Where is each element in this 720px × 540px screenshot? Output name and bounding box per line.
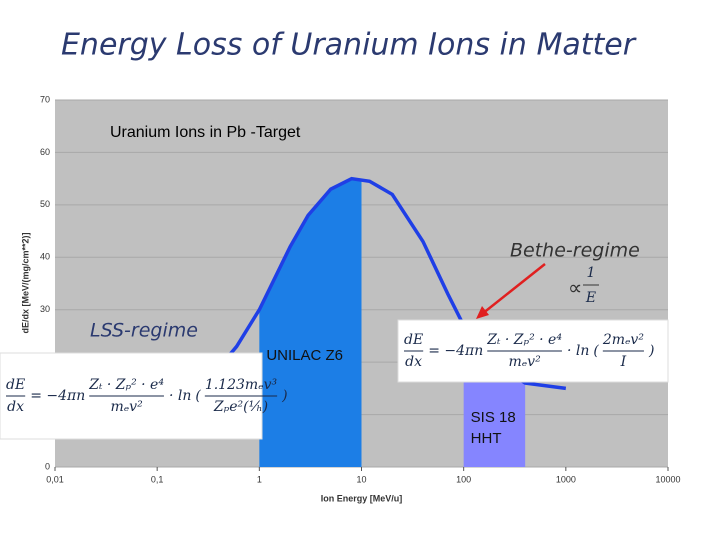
formula-text: = −4πn — [428, 343, 483, 359]
x-tick-label: 0,1 — [151, 474, 164, 484]
formula-den: mₑv² — [508, 354, 541, 370]
y-tick-label: 60 — [40, 147, 50, 157]
x-axis-title: Ion Energy [MeV/u] — [321, 493, 403, 503]
y-tick-label: 0 — [45, 461, 50, 471]
x-tick-label: 1 — [257, 474, 262, 484]
y-tick-label: 70 — [40, 94, 50, 104]
formula-den: mₑv² — [110, 399, 143, 415]
formula-num: dE — [6, 377, 25, 393]
y-axis-title: dE/dx [MeV/(mg/cm**2)] — [20, 232, 30, 333]
formula-den: dx — [405, 354, 422, 370]
arrow-head — [476, 306, 489, 319]
x-tick-label: 10 — [356, 474, 366, 484]
chart-title: Uranium Ions in Pb -Target — [110, 124, 301, 141]
formula-den: dx — [7, 399, 24, 415]
prop-sign: ∝ — [568, 277, 582, 299]
x-tick-label: 100 — [456, 474, 471, 484]
prop-num: 1 — [587, 265, 596, 281]
formula-text: · ln — [169, 388, 191, 404]
x-tick-label: 1000 — [556, 474, 576, 484]
formula-text: ) — [648, 343, 654, 359]
formula-den: Zₚe²(¹⁄ₕ) — [213, 399, 268, 415]
formula-num: Zₜ · Zₚ² · e⁴ — [486, 332, 562, 348]
y-tick-label: 40 — [40, 252, 50, 262]
formula-num: dE — [404, 332, 423, 348]
x-tick-label: 0,01 — [46, 474, 64, 484]
region — [259, 178, 362, 467]
formula-text: ( — [593, 343, 599, 359]
lss-label: LSS-regime — [90, 320, 198, 342]
bethe-label: Bethe-regime — [510, 240, 640, 262]
region-label: SIS 18 — [471, 409, 516, 426]
prop-den: E — [585, 290, 596, 306]
arrow — [481, 263, 546, 315]
formula-num: 1.123mₑv³ — [205, 377, 278, 393]
formula-text: ( — [195, 388, 201, 404]
region-label: HHT — [471, 430, 502, 447]
formula-text: · ln — [567, 343, 589, 359]
formula-num: Zₜ · Zₚ² · e⁴ — [88, 377, 164, 393]
y-tick-label: 30 — [40, 304, 50, 314]
slide-title: Energy Loss of Uranium Ions in Matter — [61, 28, 637, 63]
formula-num: 2mₑv² — [602, 332, 645, 348]
x-tick-label: 10000 — [655, 474, 680, 484]
region-label: UNILAC Z6 — [266, 347, 343, 364]
y-tick-label: 50 — [40, 199, 50, 209]
formula-text: = −4πn — [30, 388, 85, 404]
formula-den: I — [620, 354, 627, 370]
formula-text: ) — [281, 388, 287, 404]
